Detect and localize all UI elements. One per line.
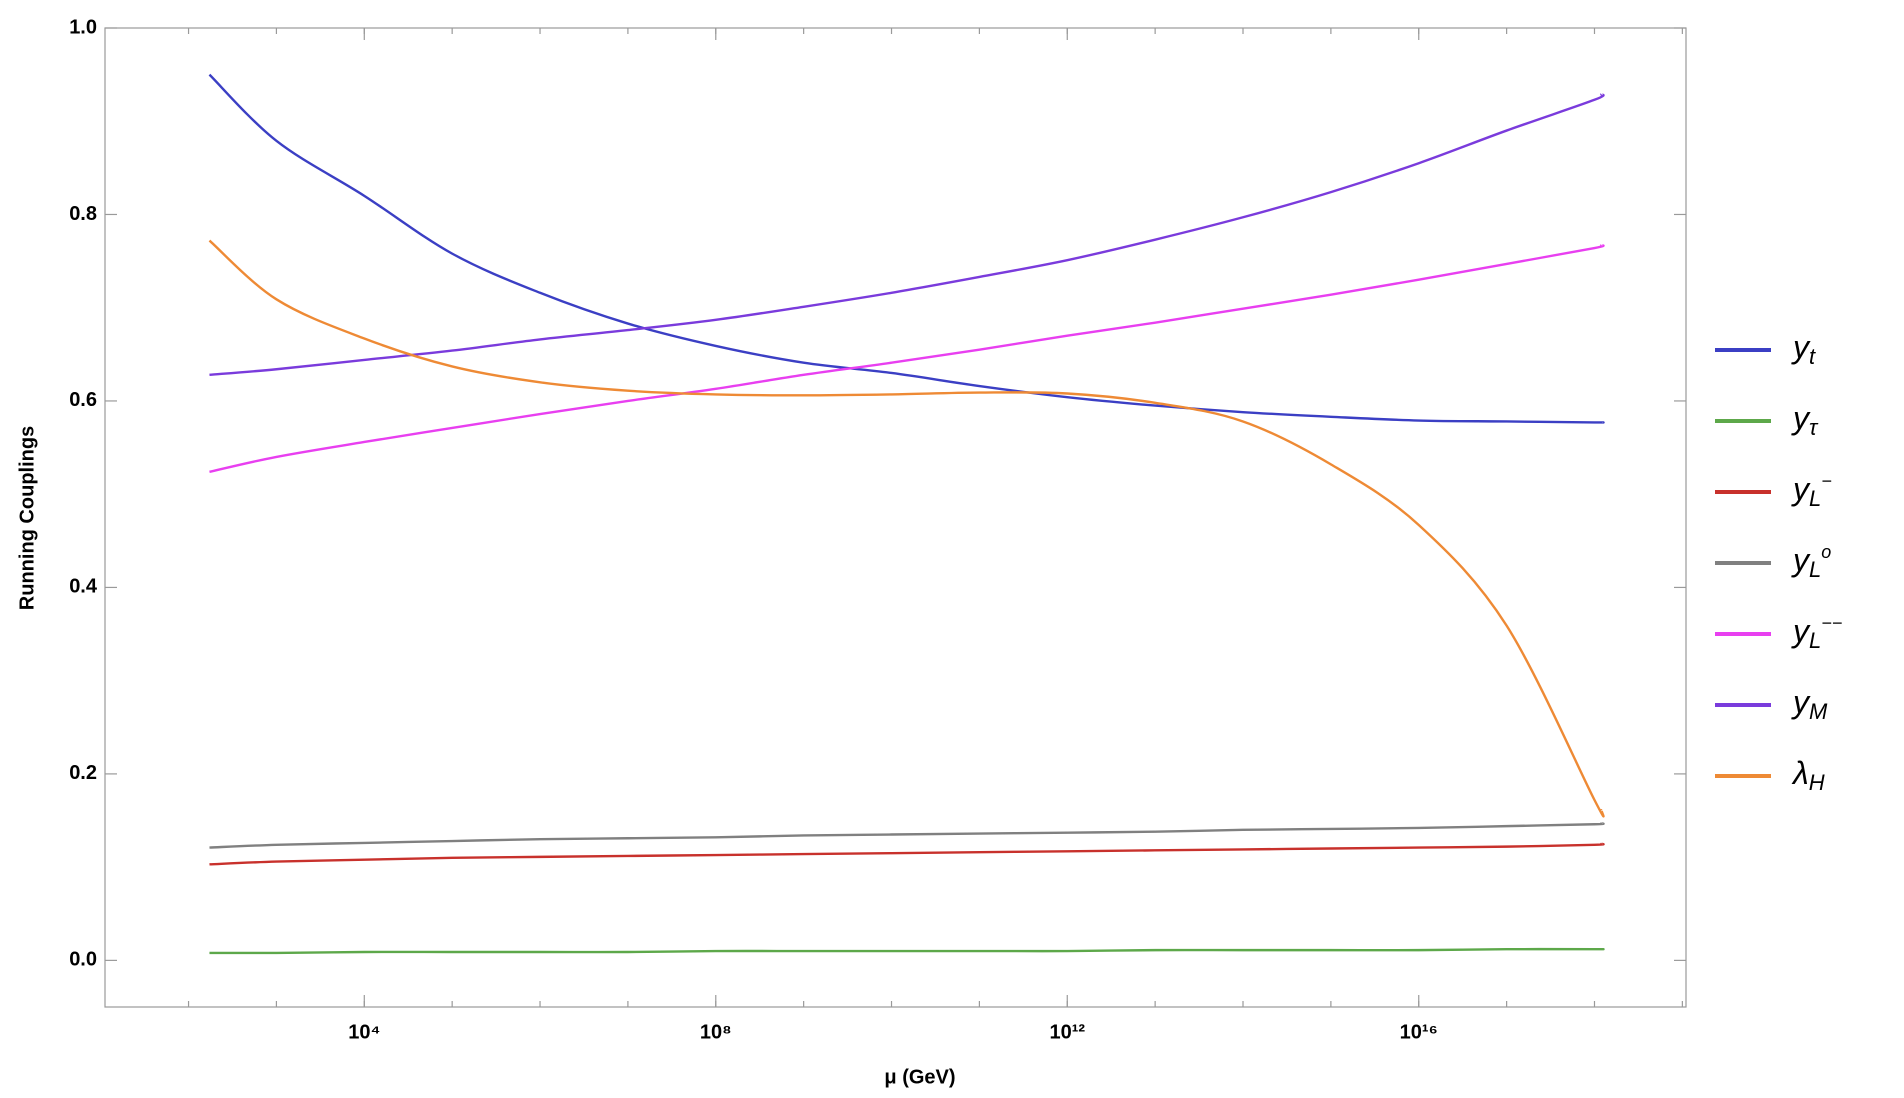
y-tick-label: 0.6	[69, 389, 97, 411]
legend-name: y	[1791, 684, 1811, 720]
legend-label: yτ	[1791, 400, 1819, 439]
y-tick-label: 0.0	[69, 949, 97, 971]
legend-sub: t	[1809, 344, 1816, 369]
x-tick-label: 10⁴	[348, 1021, 380, 1043]
legend-name: y	[1791, 400, 1811, 436]
legend-sup: o	[1821, 542, 1831, 562]
legend-sub: M	[1809, 699, 1828, 724]
y-tick-label: 1.0	[69, 16, 97, 38]
x-tick-label: 10¹⁶	[1400, 1021, 1438, 1043]
y-axis-label: Running Couplings	[16, 426, 38, 610]
x-tick-label: 10⁸	[700, 1021, 732, 1043]
legend-name: λ	[1791, 755, 1809, 791]
series-line	[209, 842, 1605, 866]
legend-label: λH	[1791, 755, 1825, 794]
legend-sub: L	[1809, 486, 1821, 511]
legend-sup: −	[1821, 471, 1832, 491]
legend-name: y	[1791, 329, 1811, 365]
legend-name: y	[1791, 471, 1811, 507]
x-tick-label: 10¹²	[1049, 1021, 1085, 1043]
x-axis-label: μ (GeV)	[884, 1066, 955, 1088]
y-tick-label: 0.2	[69, 762, 97, 784]
series-line	[209, 244, 1605, 473]
series-line	[208, 73, 1605, 424]
legend-name: y	[1791, 613, 1811, 649]
series-line	[209, 947, 1605, 955]
legend-sub: H	[1809, 770, 1825, 795]
series-line	[209, 822, 1605, 849]
legend-label: yM	[1791, 684, 1828, 723]
legend-sub: τ	[1809, 415, 1819, 440]
legend-label: yL−−	[1791, 613, 1842, 653]
series-line	[209, 93, 1605, 377]
legend-label: yt	[1791, 329, 1816, 368]
legend-name: y	[1791, 542, 1811, 578]
legend-sub: L	[1809, 628, 1821, 653]
legend-sub: L	[1809, 557, 1821, 582]
y-tick-label: 0.8	[69, 203, 97, 225]
legend-label: yLo	[1791, 542, 1831, 582]
series-line	[208, 239, 1605, 818]
y-tick-label: 0.4	[69, 576, 98, 598]
plot-frame	[104, 27, 1687, 1008]
legend-label: yL−	[1791, 471, 1832, 511]
legend-sup: −−	[1821, 613, 1842, 633]
